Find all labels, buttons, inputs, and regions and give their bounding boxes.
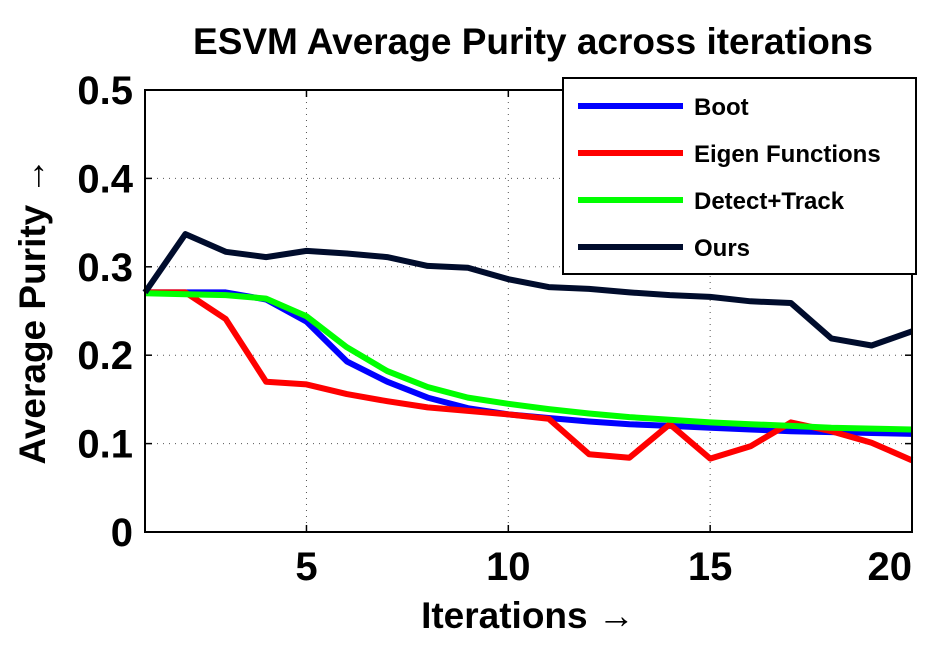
x-tick-label: 20 — [868, 545, 913, 589]
y-tick-label: 0 — [111, 511, 133, 555]
y-tick-label: 0.4 — [77, 157, 133, 201]
legend-label-ours: Ours — [694, 235, 750, 262]
series-line-ours — [142, 231, 913, 349]
series-lines — [142, 231, 914, 464]
legend-box — [562, 77, 917, 275]
x-axis-label: Iterations → — [421, 595, 635, 636]
y-tick-labels: 0 0.1 0.2 0.3 0.4 0.5 — [77, 69, 133, 555]
y-tick-label: 0.3 — [77, 246, 133, 290]
y-tick-label: 0.5 — [77, 69, 133, 113]
legend-label-detect-track: Detect+Track — [694, 188, 845, 215]
x-tick-label: 15 — [688, 545, 733, 589]
x-tick-label: 10 — [486, 545, 531, 589]
legend-label-boot: Boot — [694, 94, 749, 121]
y-tick-label: 0.2 — [77, 334, 133, 378]
legend: Boot Eigen Functions Detect+Track Ours — [562, 77, 917, 275]
x-tick-labels: 5 10 15 20 — [295, 545, 912, 589]
y-tick-label: 0.1 — [77, 423, 133, 467]
plot-frame — [144, 89, 913, 533]
legend-label-eigen-functions: Eigen Functions — [694, 141, 881, 168]
x-tick-label: 5 — [295, 545, 317, 589]
series-line-detect-track — [144, 290, 913, 433]
chart-title: ESVM Average Purity across iterations — [193, 21, 873, 62]
y-axis-label: Average Purity → — [12, 157, 53, 464]
